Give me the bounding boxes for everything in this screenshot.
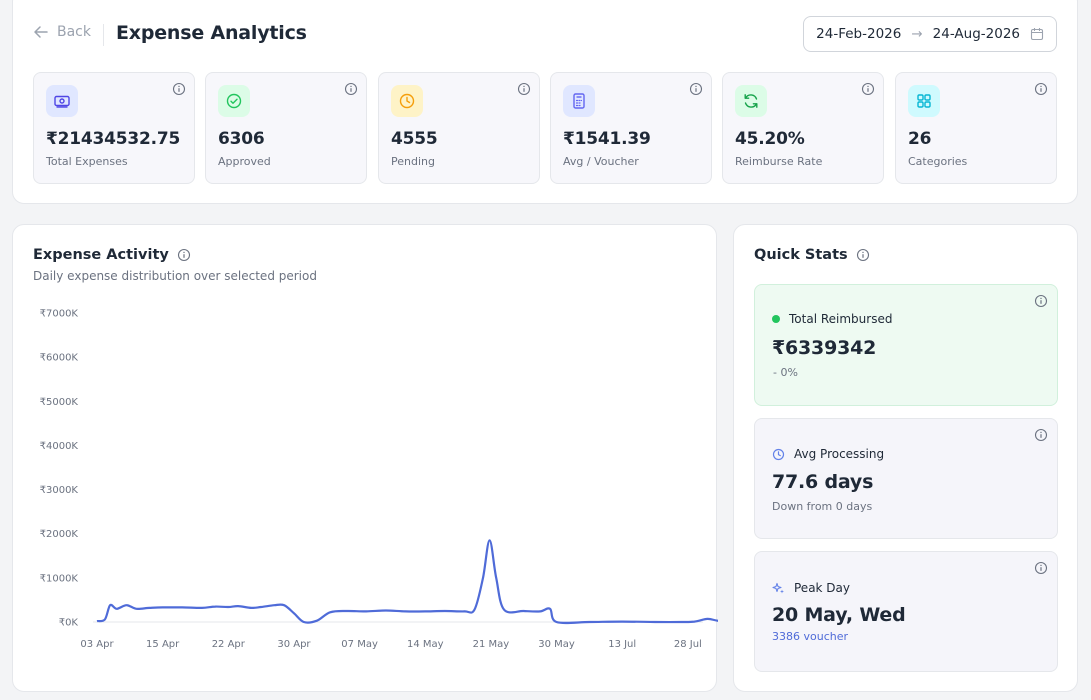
info-icon[interactable]	[856, 248, 870, 262]
stat-header: Total Reimbursed	[772, 312, 892, 326]
stat-voucher-count[interactable]: 3386 voucher	[772, 630, 849, 643]
stat-value: ₹6339342	[772, 337, 877, 359]
stat-total-reimbursed: Total Reimbursed ₹6339342 - 0%	[754, 284, 1058, 406]
divider	[103, 24, 104, 46]
y-tick-label: ₹2000K	[40, 529, 79, 540]
stat-label: Avg Processing	[794, 447, 885, 461]
info-icon[interactable]	[1034, 428, 1048, 442]
section-title: Quick Stats	[754, 247, 870, 263]
stat-avg-processing: Avg Processing 77.6 days Down from 0 day…	[754, 418, 1058, 539]
calculator-icon	[563, 85, 595, 117]
clock-icon	[391, 85, 423, 117]
series-line[interactable]	[96, 358, 718, 625]
kpi-label: Pending	[391, 155, 435, 168]
x-tick-label: 22 Apr	[212, 639, 246, 650]
stat-header: Peak Day	[772, 581, 850, 595]
kpi-value: ₹1541.39	[563, 129, 651, 149]
kpi-pending: 4555 Pending	[378, 72, 540, 184]
kpi-value: 4555	[391, 129, 438, 149]
stat-value: 20 May, Wed	[772, 604, 906, 626]
kpi-value: 26	[908, 129, 932, 149]
stat-change: - 0%	[773, 366, 798, 379]
info-icon[interactable]	[1034, 82, 1048, 96]
info-icon[interactable]	[689, 82, 703, 96]
date-from[interactable]: 24-Feb-2026	[816, 26, 902, 42]
activity-subtitle: Daily expense distribution over selected…	[33, 269, 317, 283]
kpi-categories: 26 Categories	[895, 72, 1057, 184]
info-icon[interactable]	[517, 82, 531, 96]
info-icon[interactable]	[177, 248, 191, 262]
kpi-label: Avg / Voucher	[563, 155, 639, 168]
x-tick-label: 07 May	[341, 639, 378, 650]
page-title: Expense Analytics	[116, 22, 307, 44]
stat-header: Avg Processing	[772, 447, 884, 461]
y-tick-label: ₹3000K	[40, 485, 79, 496]
quick-stats-title: Quick Stats	[754, 247, 848, 263]
status-dot-icon	[772, 315, 780, 323]
activity-title: Expense Activity	[33, 247, 169, 263]
section-title: Expense Activity	[33, 247, 191, 263]
y-tick-label: ₹6000K	[40, 353, 79, 364]
info-icon[interactable]	[172, 82, 186, 96]
x-tick-label: 13 Jul	[608, 639, 636, 650]
kpi-total-expenses: ₹21434532.75 Total Expenses	[33, 72, 195, 184]
stat-peak-day: Peak Day 20 May, Wed 3386 voucher	[754, 551, 1058, 672]
y-tick-label: ₹1000K	[40, 573, 79, 584]
stat-label: Peak Day	[794, 581, 851, 595]
info-icon[interactable]	[1034, 294, 1048, 308]
date-to[interactable]: 24-Aug-2026	[932, 26, 1020, 42]
back-label: Back	[57, 24, 91, 40]
expense-line-chart: ₹0K ₹1000K ₹2000K ₹3000K ₹4000K ₹5000K ₹6000K ₹…	[40, 309, 718, 650]
kpi-label: Reimburse Rate	[735, 155, 823, 168]
check-circle-icon	[218, 85, 250, 117]
stat-change: Down from 0 days	[772, 500, 873, 513]
arrow-left-icon	[34, 26, 48, 38]
cash-icon	[46, 85, 78, 117]
kpi-value: ₹21434532.75	[46, 129, 181, 149]
kpi-approved: 6306 Approved	[205, 72, 367, 184]
kpi-value: 45.20%	[735, 129, 805, 149]
kpi-label: Approved	[218, 155, 271, 168]
x-tick-label: 30 May	[538, 639, 575, 650]
x-tick-label: 14 May	[407, 639, 444, 650]
x-tick-label: 15 Apr	[146, 639, 180, 650]
date-range-picker[interactable]: 24-Feb-2026 → 24-Aug-2026	[803, 16, 1057, 52]
kpi-avg-voucher: ₹1541.39 Avg / Voucher	[550, 72, 712, 184]
kpi-reimburse-rate: 45.20% Reimburse Rate	[722, 72, 884, 184]
info-icon[interactable]	[344, 82, 358, 96]
grid-icon	[908, 85, 940, 117]
stat-value: 77.6 days	[772, 471, 874, 493]
x-tick-label: 21 May	[473, 639, 510, 650]
x-tick-label: 30 Apr	[277, 639, 311, 650]
x-tick-label: 28 Jul	[674, 639, 702, 650]
header-card: Back Expense Analytics 24-Feb-2026 → 24-…	[12, 0, 1078, 204]
kpi-label: Total Expenses	[46, 155, 128, 168]
sparkle-icon	[772, 582, 784, 593]
kpi-value: 6306	[218, 129, 265, 149]
expense-activity-card: Expense Activity Daily expense distribut…	[12, 224, 718, 692]
stat-label: Total Reimbursed	[789, 312, 893, 326]
y-tick-label: ₹4000K	[40, 441, 79, 452]
calendar-icon	[1030, 28, 1044, 41]
info-icon[interactable]	[861, 82, 875, 96]
info-icon[interactable]	[1034, 561, 1048, 575]
refresh-icon	[735, 85, 767, 117]
quick-stats-card: Quick Stats Total Reimbursed ₹6339342 - …	[733, 224, 1078, 692]
y-tick-label: ₹7000K	[40, 309, 79, 320]
kpi-label: Categories	[908, 155, 968, 168]
arrow-right-icon: →	[911, 26, 923, 42]
y-tick-label: ₹5000K	[40, 397, 79, 408]
y-tick-label: ₹0K	[59, 618, 79, 629]
x-tick-label: 03 Apr	[80, 639, 114, 650]
clock-icon	[772, 448, 785, 460]
back-button[interactable]: Back	[33, 24, 91, 40]
